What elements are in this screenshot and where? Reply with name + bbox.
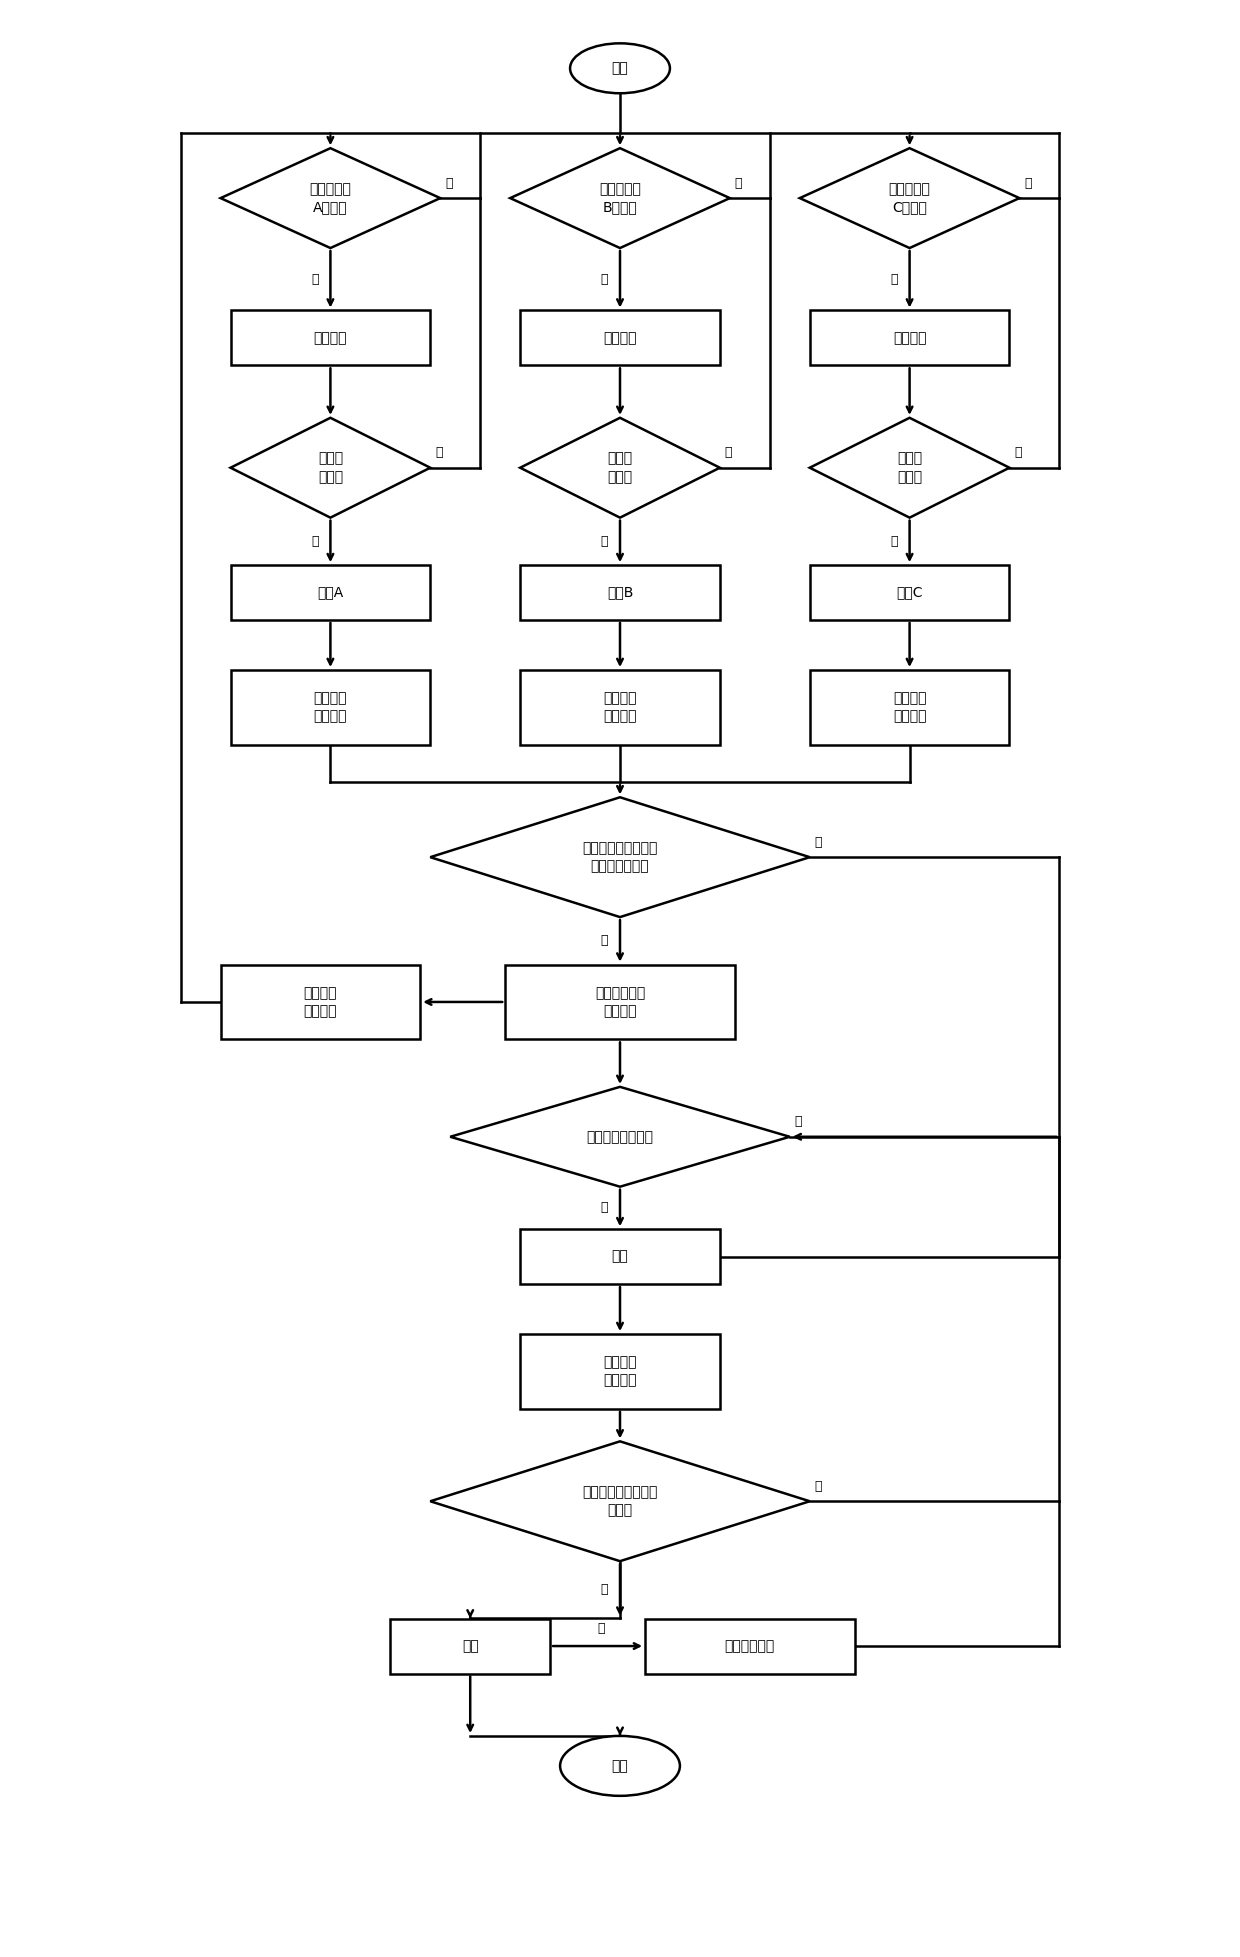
Text: 是: 是 (600, 933, 608, 947)
Bar (520, 1335, 720, 1409)
Text: 传递零件
至缓冲区: 传递零件 至缓冲区 (893, 691, 926, 724)
Bar (231, 669, 430, 746)
Text: 缓冲区有库存且有输
送需求: 缓冲区有库存且有输 送需求 (583, 1485, 657, 1517)
Bar (645, 1618, 854, 1673)
Text: 机器是
否空闲: 机器是 否空闲 (897, 452, 923, 483)
Polygon shape (430, 796, 810, 918)
Text: 取原材料: 取原材料 (603, 331, 637, 344)
Text: 机器是
否空闲: 机器是 否空闲 (317, 452, 343, 483)
Text: 否: 否 (725, 446, 733, 460)
Bar (810, 566, 1009, 620)
Polygon shape (800, 149, 1019, 249)
Bar (505, 965, 735, 1039)
Text: 传送: 传送 (461, 1640, 479, 1654)
Text: 是: 是 (311, 534, 319, 548)
Text: 否: 否 (735, 176, 743, 190)
Text: 产生装配需求: 产生装配需求 (724, 1640, 775, 1654)
Polygon shape (231, 417, 430, 519)
Text: 否: 否 (815, 836, 822, 849)
Text: 传递零件
至缓冲区: 传递零件 至缓冲区 (314, 691, 347, 724)
Text: 结束: 结束 (611, 1759, 629, 1773)
Bar (221, 965, 420, 1039)
Bar (810, 311, 1009, 366)
Polygon shape (520, 417, 720, 519)
Ellipse shape (570, 43, 670, 94)
Text: 缓冲区有装配所需零
件且有装配需求: 缓冲区有装配所需零 件且有装配需求 (583, 842, 657, 873)
Text: 装配: 装配 (611, 1251, 629, 1264)
Polygon shape (221, 149, 440, 249)
Text: 是: 是 (311, 272, 319, 286)
Text: 传递所需零件
至缓冲区: 传递所需零件 至缓冲区 (595, 986, 645, 1018)
Text: 装配机器是否空闲: 装配机器是否空闲 (587, 1129, 653, 1143)
Text: 是: 是 (600, 272, 608, 286)
Text: 是否有零件
B的需求: 是否有零件 B的需求 (599, 182, 641, 215)
Text: 否: 否 (445, 176, 453, 190)
Bar (520, 311, 720, 366)
Text: 否: 否 (1014, 446, 1022, 460)
Text: 是否有零件
A的需求: 是否有零件 A的需求 (310, 182, 351, 215)
Text: 开始: 开始 (611, 61, 629, 74)
Text: 否: 否 (815, 1479, 822, 1493)
Bar (520, 1229, 720, 1284)
Polygon shape (510, 149, 730, 249)
Polygon shape (430, 1442, 810, 1562)
Text: 机器是
否空闲: 机器是 否空闲 (608, 452, 632, 483)
Text: 否: 否 (795, 1115, 802, 1129)
Ellipse shape (560, 1736, 680, 1797)
Polygon shape (810, 417, 1009, 519)
Text: 是: 是 (600, 1583, 608, 1597)
Text: 传递零件
至缓冲区: 传递零件 至缓冲区 (304, 986, 337, 1018)
Text: 是: 是 (600, 534, 608, 548)
Text: 否: 否 (1024, 176, 1032, 190)
Bar (231, 311, 430, 366)
Text: 取原材料: 取原材料 (314, 331, 347, 344)
Text: 生产C: 生产C (897, 585, 923, 599)
Bar (391, 1618, 551, 1673)
Text: 生产A: 生产A (317, 585, 343, 599)
Text: 是: 是 (598, 1622, 605, 1634)
Text: 传递零件
至缓冲区: 传递零件 至缓冲区 (603, 691, 637, 724)
Text: 取原材料: 取原材料 (893, 331, 926, 344)
Text: 是: 是 (600, 1202, 608, 1215)
Polygon shape (450, 1086, 790, 1186)
Text: 输送零件
至缓冲区: 输送零件 至缓冲区 (603, 1356, 637, 1388)
Text: 是: 是 (890, 534, 898, 548)
Text: 生产B: 生产B (606, 585, 634, 599)
Bar (810, 669, 1009, 746)
Text: 是否有零件
C的需求: 是否有零件 C的需求 (889, 182, 930, 215)
Bar (520, 669, 720, 746)
Text: 是: 是 (890, 272, 898, 286)
Bar (231, 566, 430, 620)
Bar (520, 566, 720, 620)
Text: 否: 否 (435, 446, 443, 460)
